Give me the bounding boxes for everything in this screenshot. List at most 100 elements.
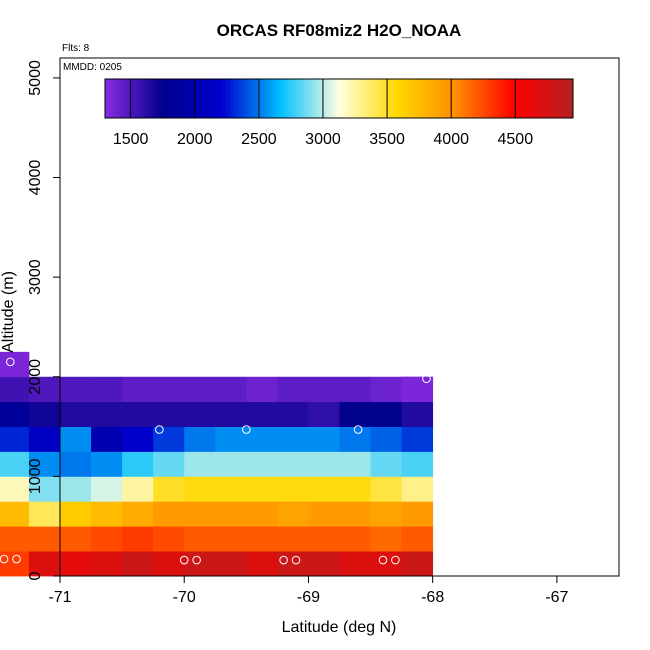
colorbar-strip bbox=[502, 79, 508, 118]
heatmap-cell bbox=[91, 451, 123, 477]
colorbar-strip bbox=[362, 79, 367, 118]
flight-point bbox=[378, 555, 388, 565]
heatmap-cell bbox=[308, 526, 340, 552]
flight-point bbox=[279, 555, 288, 565]
colorbar-strip bbox=[448, 79, 453, 118]
colorbar-strip bbox=[518, 79, 523, 118]
colorbar-strip bbox=[319, 79, 324, 118]
x-tick-label: -68 bbox=[421, 589, 444, 606]
colorbar-strip bbox=[307, 79, 313, 118]
heatmap-cell bbox=[0, 526, 30, 552]
heatmap-cell bbox=[215, 551, 247, 577]
heatmap-cell bbox=[401, 526, 434, 552]
colorbar-strip bbox=[374, 79, 379, 118]
colorbar-strip bbox=[569, 79, 574, 118]
heatmap-cell bbox=[153, 426, 185, 452]
heatmap-cell bbox=[370, 426, 403, 452]
heatmap-cell bbox=[215, 401, 247, 427]
colorbar-strip bbox=[132, 79, 137, 118]
colorbar-strip bbox=[339, 79, 344, 118]
y-tick-label: 0 bbox=[27, 571, 44, 580]
colorbar-strip bbox=[229, 79, 235, 118]
heatmap-cell bbox=[60, 401, 92, 427]
heatmap-cell bbox=[122, 476, 154, 502]
colorbar-strip bbox=[225, 79, 231, 118]
heatmap-cell bbox=[91, 551, 123, 577]
heatmap-cell bbox=[153, 376, 185, 403]
colorbar-strip bbox=[303, 79, 309, 118]
x-axis: -71 -70 -69 -68 -67 bbox=[48, 576, 569, 606]
colorbar-strip bbox=[537, 79, 543, 118]
heatmap-cell bbox=[122, 376, 154, 403]
colorbar-strip bbox=[389, 79, 395, 118]
colorbar-strip bbox=[249, 79, 254, 118]
heatmap-cell bbox=[401, 376, 433, 402]
colorbar-strip bbox=[405, 79, 410, 118]
heatmap-cell bbox=[91, 476, 123, 502]
colorbar-strip bbox=[514, 79, 519, 118]
heatmap-cell bbox=[401, 401, 434, 427]
colorbar-strip bbox=[105, 79, 110, 118]
heatmap-cell bbox=[401, 501, 434, 527]
colorbar-strip bbox=[331, 79, 336, 118]
flight-point bbox=[6, 357, 15, 367]
heatmap-cell bbox=[91, 376, 123, 403]
flight-point bbox=[192, 555, 201, 565]
colorbar-strip bbox=[194, 79, 200, 118]
colorbar-strip bbox=[237, 79, 242, 118]
heatmap-cell bbox=[370, 451, 403, 477]
colorbar-strip bbox=[276, 79, 281, 118]
colorbar-strip bbox=[179, 79, 184, 118]
heatmap-cell bbox=[122, 501, 154, 527]
colorbar-strip bbox=[506, 79, 512, 118]
colorbar-tick-label: 2500 bbox=[241, 131, 277, 148]
heatmap-cell bbox=[28, 401, 61, 427]
colorbar-strip bbox=[268, 79, 274, 118]
colorbar-tick-label: 2000 bbox=[177, 131, 213, 148]
heatmap-cell bbox=[153, 401, 185, 427]
heatmap-cell bbox=[246, 526, 278, 552]
colorbar-strip bbox=[163, 79, 168, 118]
colorbar-strip bbox=[315, 79, 320, 118]
heatmap-cell bbox=[370, 476, 403, 502]
colorbar-strip bbox=[323, 79, 328, 118]
heatmap-cell bbox=[339, 501, 371, 527]
flight-point bbox=[353, 425, 363, 434]
flight-point bbox=[155, 425, 164, 434]
colorbar-strip bbox=[541, 79, 547, 118]
colorbar-strip bbox=[214, 79, 219, 118]
colorbar-strip bbox=[444, 79, 449, 118]
colorbar-frame bbox=[104, 78, 574, 119]
colorbar: 1500 2000 2500 3000 3500 4000 4500 bbox=[104, 78, 574, 148]
heatmap-cell bbox=[401, 426, 434, 452]
colorbar-strip bbox=[358, 79, 363, 118]
heatmap-cell bbox=[184, 476, 216, 502]
colorbar-strip bbox=[409, 79, 414, 118]
heatmap-cell bbox=[401, 451, 434, 477]
heatmap-cell bbox=[246, 376, 278, 403]
heatmap-cell bbox=[184, 376, 216, 403]
colorbar-strip bbox=[561, 79, 566, 118]
heatmap-cell bbox=[28, 526, 61, 552]
x-tick-label: -67 bbox=[545, 589, 568, 606]
heatmap-cell bbox=[277, 401, 309, 427]
colorbar-strip bbox=[335, 79, 340, 118]
y-axis: 0 1000 2000 3000 4000 5000 bbox=[27, 60, 60, 580]
heatmap-cell bbox=[246, 426, 278, 452]
heatmap-cell bbox=[308, 376, 340, 403]
heatmap-cell bbox=[308, 401, 340, 427]
colorbar-strip bbox=[296, 79, 301, 118]
colorbar-tick-label: 4500 bbox=[498, 131, 534, 148]
heatmap-cell bbox=[0, 376, 30, 403]
heatmap-cell bbox=[370, 526, 403, 552]
heatmap-cell bbox=[184, 451, 216, 477]
x-tick-label: -71 bbox=[48, 589, 71, 606]
heatmap-cell bbox=[184, 401, 216, 427]
heatmap-cell bbox=[122, 426, 154, 452]
heatmap-cell bbox=[60, 426, 92, 452]
heatmap-cell bbox=[339, 401, 371, 427]
heatmap-cell bbox=[370, 376, 403, 403]
heatmap-cell bbox=[122, 451, 154, 477]
date-annotation: MMDD: 0205 bbox=[63, 62, 122, 73]
